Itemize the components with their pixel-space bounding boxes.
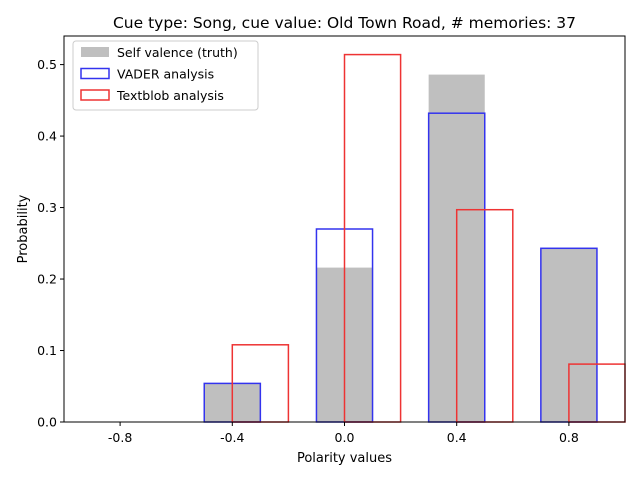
y-tick-label: 0.0 — [37, 415, 57, 430]
legend-label-vader-analysis: VADER analysis — [117, 67, 214, 82]
y-tick-label: 0.2 — [37, 272, 57, 287]
legend-label-textblob-analysis: Textblob analysis — [116, 88, 224, 103]
x-tick-label: 0.4 — [447, 430, 467, 445]
chart-title: Cue type: Song, cue value: Old Town Road… — [113, 14, 576, 32]
legend: Self valence (truth) VADER analysis Textbl… — [73, 41, 258, 110]
y-axis-label: Probability — [16, 194, 31, 263]
x-tick-label: 0.8 — [559, 430, 579, 445]
x-axis-label: Polarity values — [297, 451, 392, 466]
y-tick-label: 0.4 — [37, 129, 57, 144]
y-tick-label: 0.5 — [37, 57, 57, 72]
x-tick-label: 0.0 — [335, 430, 355, 445]
x-tick-label: -0.4 — [220, 430, 244, 445]
x-tick-label: -0.8 — [108, 430, 132, 445]
legend-swatch-self-valence-truth — [81, 47, 109, 57]
y-tick-label: 0.3 — [37, 200, 57, 215]
legend-label-self-valence-truth: Self valence (truth) — [117, 45, 238, 60]
y-tick-label: 0.1 — [37, 343, 57, 358]
